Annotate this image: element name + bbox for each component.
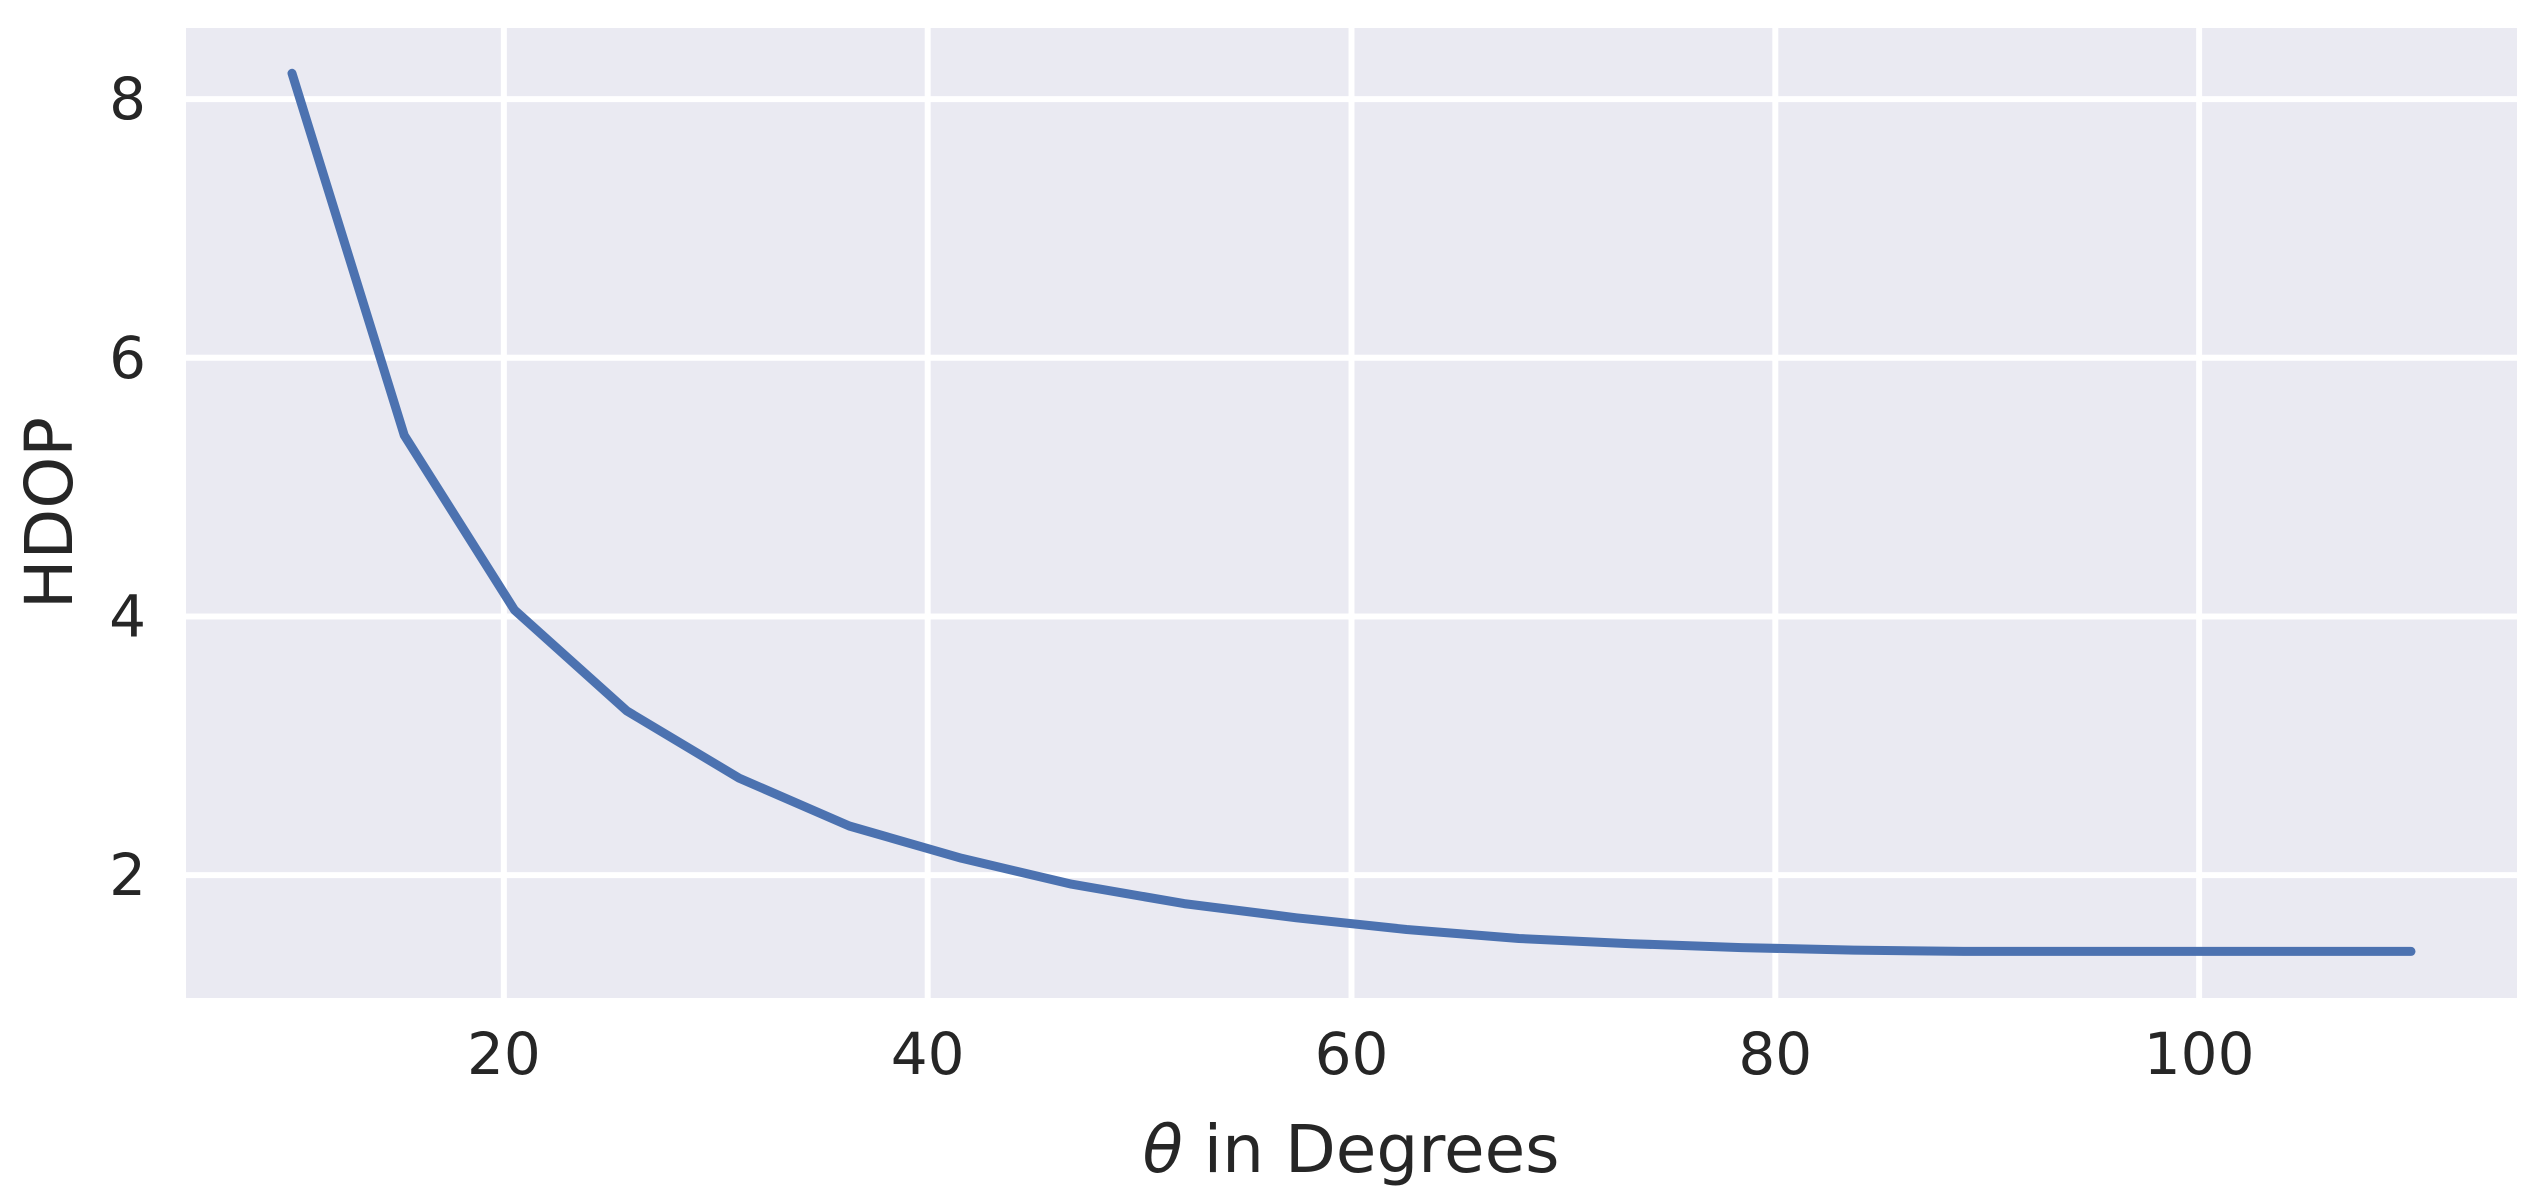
x-axis-label-text: in Degrees bbox=[1183, 1111, 1560, 1188]
y-tick-label-4: 4 bbox=[109, 582, 146, 650]
x-tick-label-20: 20 bbox=[467, 1020, 541, 1088]
x-axis-label: θ in Degrees bbox=[1142, 1111, 1559, 1188]
y-tick-labels: 2 4 6 8 bbox=[109, 65, 146, 909]
x-tick-labels: 20 40 60 80 100 bbox=[467, 1020, 2255, 1088]
x-tick-label-80: 80 bbox=[1738, 1020, 1812, 1088]
y-tick-label-8: 8 bbox=[109, 65, 146, 133]
grid-lines bbox=[186, 28, 2517, 998]
x-tick-label-100: 100 bbox=[2144, 1020, 2255, 1088]
x-tick-label-40: 40 bbox=[891, 1020, 965, 1088]
series-line-0 bbox=[287, 68, 2416, 956]
y-tick-label-2: 2 bbox=[109, 841, 146, 909]
series-lines bbox=[287, 68, 2416, 956]
y-axis-label: HDOP bbox=[11, 417, 88, 609]
x-axis-label-symbol: θ bbox=[1142, 1111, 1182, 1188]
x-tick-label-60: 60 bbox=[1315, 1020, 1389, 1088]
y-tick-label-6: 6 bbox=[109, 324, 146, 392]
